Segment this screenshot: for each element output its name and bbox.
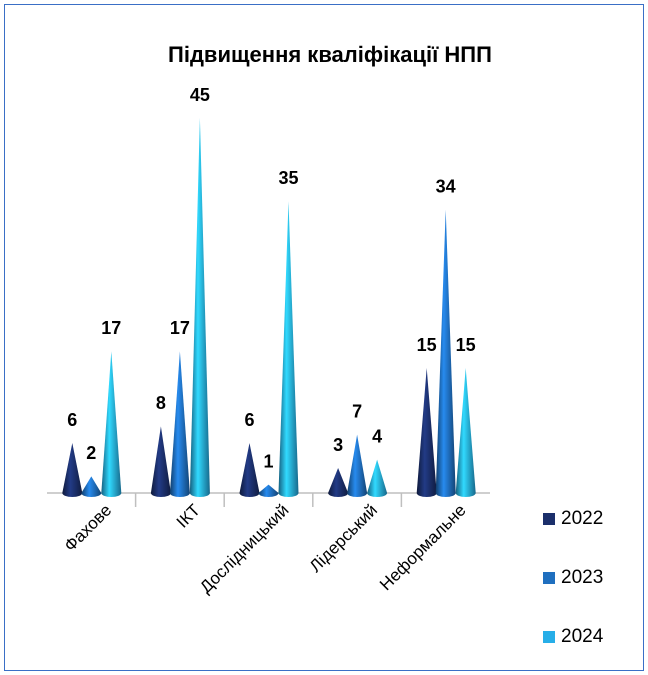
value-label: 15 xyxy=(456,335,476,355)
cone xyxy=(150,426,171,497)
cone xyxy=(435,209,456,497)
value-label: 1 xyxy=(263,451,273,471)
legend-label: 2022 xyxy=(561,508,603,529)
value-label: 7 xyxy=(352,401,362,421)
cone xyxy=(328,468,349,497)
value-label: 6 xyxy=(67,410,77,430)
cone xyxy=(278,201,299,498)
legend-swatch xyxy=(543,572,555,584)
cone xyxy=(101,351,122,497)
value-label: 17 xyxy=(170,318,190,338)
value-label: 15 xyxy=(417,335,437,355)
cone xyxy=(169,351,190,497)
value-label: 4 xyxy=(372,426,382,446)
value-label: 2 xyxy=(86,443,96,463)
cone xyxy=(258,484,279,497)
value-label: 3 xyxy=(333,435,343,455)
chart-title: Підвищення кваліфікації НПП xyxy=(168,42,492,67)
cone xyxy=(367,459,388,497)
legend-label: 2023 xyxy=(561,567,603,588)
value-label: 35 xyxy=(278,168,298,188)
cone xyxy=(81,476,102,497)
cone xyxy=(455,368,476,497)
value-label: 6 xyxy=(244,410,254,430)
cone xyxy=(189,118,210,497)
value-label: 8 xyxy=(156,393,166,413)
value-label: 34 xyxy=(436,176,456,196)
cone xyxy=(239,443,260,497)
value-label: 45 xyxy=(190,85,210,105)
legend-swatch xyxy=(543,631,555,643)
cone xyxy=(416,368,437,497)
legend-label: 2024 xyxy=(561,626,604,647)
value-label: 17 xyxy=(101,318,121,338)
cone xyxy=(62,443,83,497)
chart-border xyxy=(4,4,644,671)
cone xyxy=(347,434,368,497)
legend-swatch xyxy=(543,513,555,525)
